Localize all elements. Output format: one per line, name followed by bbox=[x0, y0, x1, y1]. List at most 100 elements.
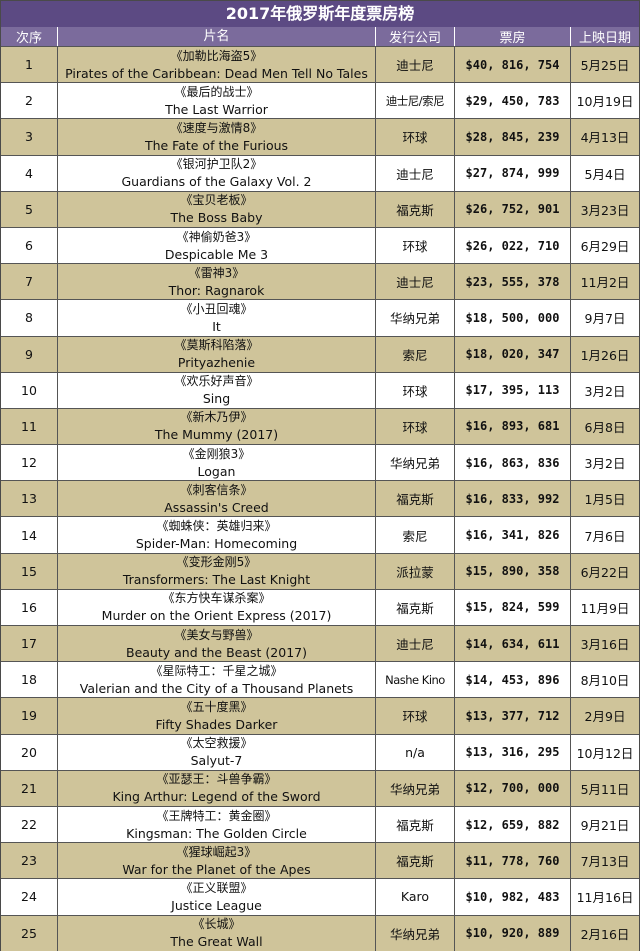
rank-cell: 21 bbox=[1, 770, 58, 806]
distributor-cell: 索尼 bbox=[376, 517, 455, 553]
title-cell: 《速度与激情8》 The Fate of the Furious bbox=[58, 119, 376, 155]
gross-cell: $10, 982, 483 bbox=[455, 879, 571, 915]
release-date-cell: 10月19日 bbox=[576, 94, 634, 110]
table-row: 5 《宝贝老板》 The Boss Baby 福克斯 $26, 752, 901 3月23… bbox=[1, 190, 639, 227]
distributor-cell: Nashe Kino bbox=[376, 662, 455, 698]
english-title: Sing bbox=[202, 391, 231, 407]
rank-cell: 20 bbox=[1, 734, 58, 770]
distributor-cell: 环球 bbox=[376, 408, 455, 445]
release-date-cell: 6月22日 bbox=[580, 564, 630, 580]
gross-cell: $16, 893, 681 bbox=[455, 408, 571, 445]
release-date-cell: 7月13日 bbox=[580, 854, 630, 870]
rank-cell: 16 bbox=[1, 589, 58, 625]
distributor-cell: 福克斯 bbox=[376, 843, 455, 879]
header-gross: 票房 bbox=[455, 27, 571, 46]
english-title: Spider-Man: Homecoming bbox=[135, 536, 298, 552]
chinese-title: 《速度与激情8》 bbox=[170, 120, 263, 135]
english-title: Kingsman: The Golden Circle bbox=[126, 825, 307, 841]
gross-cell: $17, 395, 113 bbox=[455, 372, 571, 408]
chinese-title: 《银河护卫队2》 bbox=[170, 157, 263, 172]
table-body: 1 《加勒比海盗5》 Pirates of the Caribbean: Dead … bbox=[1, 46, 639, 951]
english-title: The Boss Baby bbox=[170, 210, 263, 226]
table-row: 16 《东方快车谋杀案》 Murder on the Orient Express … bbox=[1, 588, 639, 625]
gross-cell: $11, 778, 760 bbox=[455, 843, 571, 879]
chinese-title: 《宝贝老板》 bbox=[180, 193, 253, 208]
english-title: The Great Wall bbox=[170, 934, 263, 950]
table-row: 15 《变形金刚5》 Transformers: The Last Knight 派拉… bbox=[1, 552, 639, 589]
release-date-cell: 8月10日 bbox=[580, 673, 630, 689]
chinese-title: 《太空救援》 bbox=[180, 736, 253, 751]
gross-cell: $40, 816, 754 bbox=[455, 47, 571, 83]
chinese-title: 《欢乐好声音》 bbox=[174, 374, 259, 389]
distributor-cell: 华纳兄弟 bbox=[376, 770, 455, 806]
chinese-title: 《金刚狼3》 bbox=[182, 446, 251, 461]
rank-cell: 17 bbox=[1, 626, 58, 662]
gross-cell: $15, 824, 599 bbox=[455, 589, 571, 625]
english-title: Assassin's Creed bbox=[164, 499, 269, 515]
gross-cell: $13, 316, 295 bbox=[455, 734, 571, 770]
distributor-cell: 环球 bbox=[376, 119, 455, 155]
release-date-cell: 11月9日 bbox=[580, 600, 630, 616]
english-title: The Fate of the Furious bbox=[144, 137, 289, 153]
title-cell: 《正义联盟》 Justice League bbox=[58, 879, 376, 915]
gross-cell: $18, 020, 347 bbox=[455, 336, 571, 372]
english-title: Logan bbox=[197, 463, 236, 479]
release-date-cell: 5月25日 bbox=[580, 58, 630, 74]
release-date-cell: 2月16日 bbox=[580, 926, 630, 942]
table-row: 11 《新木乃伊》 The Mummy (2017) 环球 $16, 893, 681 6… bbox=[1, 407, 639, 445]
release-date-cell: 9月7日 bbox=[584, 311, 626, 327]
rank-cell: 4 bbox=[1, 155, 58, 191]
gross-cell: $12, 700, 000 bbox=[455, 770, 571, 806]
title-cell: 《美女与野兽》 Beauty and the Beast (2017) bbox=[58, 626, 376, 662]
english-title: Prityazhenie bbox=[177, 355, 256, 371]
chinese-title: 《新木乃伊》 bbox=[180, 410, 253, 425]
title-cell: 《宝贝老板》 The Boss Baby bbox=[58, 191, 376, 227]
title-cell: 《雷神3》 Thor: Ragnarok bbox=[58, 264, 376, 300]
table-row: 24 《正义联盟》 Justice League Karo $10, 982, 483 1… bbox=[1, 878, 639, 915]
rank-cell: 25 bbox=[1, 915, 58, 951]
rank-cell: 10 bbox=[1, 372, 58, 408]
distributor-cell: 迪士尼/索尼 bbox=[376, 83, 455, 119]
header-rank: 次序 bbox=[1, 27, 58, 46]
gross-cell: $26, 752, 901 bbox=[455, 191, 571, 227]
table-row: 19 《五十度黑》 Fifty Shades Darker 环球 $13, 377, 7… bbox=[1, 697, 639, 734]
rank-cell: 1 bbox=[1, 47, 58, 83]
chinese-title: 《王牌特工：黄金圈》 bbox=[156, 808, 277, 823]
rank-cell: 2 bbox=[1, 83, 58, 119]
english-title: Salyut-7 bbox=[190, 753, 243, 769]
release-date-cell: 11月2日 bbox=[580, 275, 630, 291]
gross-cell: $10, 920, 889 bbox=[455, 915, 571, 951]
english-title: Valerian and the City of a Thousand Plan… bbox=[79, 680, 354, 696]
release-date-cell: 3月23日 bbox=[580, 202, 630, 218]
table-row: 23 《猩球崛起3》 War for the Planet of the Apes 福… bbox=[1, 842, 639, 879]
gross-cell: $14, 634, 611 bbox=[455, 626, 571, 662]
chinese-title: 《最后的战士》 bbox=[174, 84, 259, 99]
table-row: 6 《神偷奶爸3》 Despicable Me 3 环球 $26, 022, 710 6月… bbox=[1, 226, 639, 264]
rank-cell: 15 bbox=[1, 553, 58, 589]
table-row: 21 《亚瑟王：斗兽争霸》 King Arthur: Legend of the S… bbox=[1, 769, 639, 806]
rank-cell: 12 bbox=[1, 445, 58, 481]
release-date-cell: 5月4日 bbox=[584, 166, 626, 182]
title-cell: 《王牌特工：黄金圈》 Kingsman: The Golden Circle bbox=[58, 806, 376, 843]
table-row: 3 《速度与激情8》 The Fate of the Furious 环球 $28, 8… bbox=[1, 118, 639, 155]
header-title: 片名 bbox=[58, 27, 376, 46]
chinese-title: 《长城》 bbox=[192, 917, 241, 932]
rank-cell: 19 bbox=[1, 698, 58, 734]
chinese-title: 《小丑回魂》 bbox=[180, 301, 253, 316]
table-row: 25 《长城》 The Great Wall 华纳兄弟 $10, 920, 889 2月1… bbox=[1, 914, 639, 951]
gross-cell: $15, 890, 358 bbox=[455, 553, 571, 589]
rank-cell: 14 bbox=[1, 517, 58, 553]
rank-cell: 23 bbox=[1, 843, 58, 879]
table-row: 4 《银河护卫队2》 Guardians of the Galaxy Vol. 2 迪… bbox=[1, 154, 639, 191]
english-title: Fifty Shades Darker bbox=[155, 716, 278, 732]
rank-cell: 6 bbox=[1, 227, 58, 264]
distributor-cell: 福克斯 bbox=[376, 191, 455, 227]
title-cell: 《太空救援》 Salyut-7 bbox=[58, 734, 376, 770]
distributor-cell: 福克斯 bbox=[376, 806, 455, 843]
release-date-cell: 1月5日 bbox=[584, 492, 626, 508]
gross-cell: $16, 341, 826 bbox=[455, 517, 571, 553]
rank-cell: 18 bbox=[1, 662, 58, 698]
title-cell: 《长城》 The Great Wall bbox=[58, 915, 376, 951]
english-title: The Mummy (2017) bbox=[154, 427, 279, 443]
chinese-title: 《五十度黑》 bbox=[180, 699, 253, 714]
